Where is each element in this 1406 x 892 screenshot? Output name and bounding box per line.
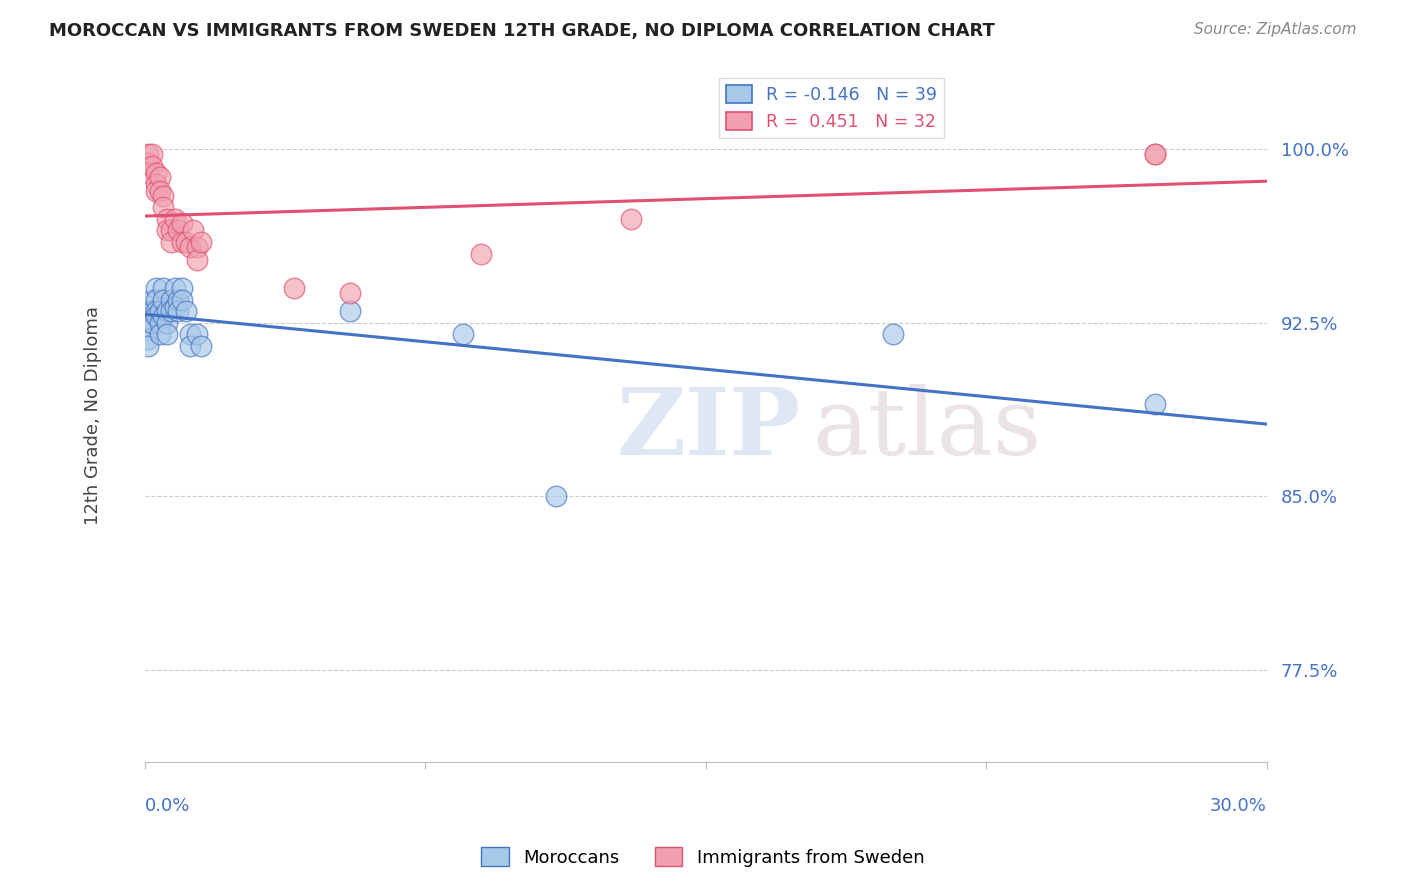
Point [174, 304, 197, 318]
Point [339, 304, 361, 318]
Point [138, 304, 160, 318]
Point [156, 327, 179, 342]
Legend: R = -0.146   N = 39, R =  0.451   N = 32: R = -0.146 N = 39, R = 0.451 N = 32 [720, 78, 943, 138]
Point [163, 211, 186, 226]
Point [145, 184, 167, 198]
Point [138, 339, 160, 353]
Text: 0.0%: 0.0% [145, 797, 190, 815]
Point [145, 309, 167, 323]
Point [172, 293, 194, 307]
Text: 12th Grade, No Diploma: 12th Grade, No Diploma [84, 306, 103, 524]
Point [152, 281, 174, 295]
Point [186, 239, 208, 253]
Point [138, 156, 160, 170]
Point [141, 304, 163, 318]
Point [172, 281, 194, 295]
Point [163, 281, 186, 295]
Point [152, 188, 174, 202]
Point [470, 246, 492, 260]
Point [160, 223, 183, 237]
Point [141, 293, 163, 307]
Point [167, 304, 190, 318]
Point [160, 293, 183, 307]
Text: atlas: atlas [813, 384, 1042, 475]
Point [172, 216, 194, 230]
Point [283, 281, 305, 295]
Point [156, 211, 179, 226]
Point [145, 304, 167, 318]
Text: ZIP: ZIP [616, 384, 800, 475]
Point [145, 165, 167, 179]
Point [149, 170, 172, 185]
Point [149, 316, 172, 330]
Point [156, 223, 179, 237]
Point [152, 200, 174, 214]
Point [138, 313, 160, 327]
Point [339, 285, 361, 300]
Point [152, 293, 174, 307]
Legend: Moroccans, Immigrants from Sweden: Moroccans, Immigrants from Sweden [474, 840, 932, 874]
Point [152, 309, 174, 323]
Point [138, 165, 160, 179]
Point [179, 339, 201, 353]
Point [186, 327, 208, 342]
Point [141, 159, 163, 173]
Text: Source: ZipAtlas.com: Source: ZipAtlas.com [1194, 22, 1357, 37]
Point [186, 253, 208, 268]
Point [160, 235, 183, 249]
Point [138, 323, 160, 337]
Point [179, 327, 201, 342]
Point [190, 339, 212, 353]
Point [156, 304, 179, 318]
Point [145, 293, 167, 307]
Point [179, 239, 201, 253]
Point [183, 223, 205, 237]
Point [1143, 147, 1166, 161]
Text: MOROCCAN VS IMMIGRANTS FROM SWEDEN 12TH GRADE, NO DIPLOMA CORRELATION CHART: MOROCCAN VS IMMIGRANTS FROM SWEDEN 12TH … [49, 22, 995, 40]
Point [190, 235, 212, 249]
Point [138, 332, 160, 346]
Point [1143, 147, 1166, 161]
Point [451, 327, 474, 342]
Point [620, 211, 643, 226]
Point [149, 327, 172, 342]
Point [167, 223, 190, 237]
Point [160, 304, 183, 318]
Point [172, 235, 194, 249]
Point [138, 147, 160, 161]
Point [882, 327, 904, 342]
Point [546, 489, 568, 503]
Point [145, 281, 167, 295]
Point [149, 304, 172, 318]
Point [149, 184, 172, 198]
Point [156, 316, 179, 330]
Point [141, 316, 163, 330]
Point [1143, 397, 1166, 411]
Text: 30.0%: 30.0% [1211, 797, 1267, 815]
Point [141, 147, 163, 161]
Point [174, 235, 197, 249]
Point [167, 293, 190, 307]
Point [163, 300, 186, 314]
Point [145, 177, 167, 191]
